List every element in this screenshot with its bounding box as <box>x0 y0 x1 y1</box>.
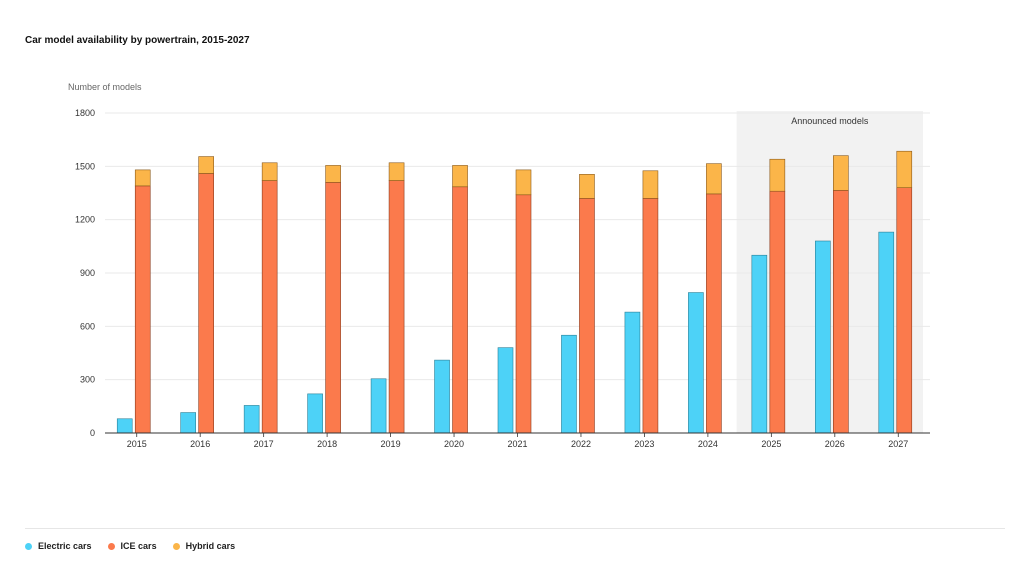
bar-electric <box>370 378 387 434</box>
x-tick-label: 2021 <box>507 439 527 449</box>
bar-hybrid <box>769 158 786 192</box>
bar-hybrid <box>261 162 278 181</box>
bar-ice <box>515 194 532 434</box>
bar-hybrid <box>198 156 214 174</box>
legend-dot-ice <box>107 542 115 550</box>
bar-chart: Announced models 0 300 600 900 1200 1500 1800 Nu… <box>68 82 930 449</box>
bar-electric <box>688 292 704 434</box>
bar-ice <box>642 198 659 434</box>
bar-ice <box>261 180 278 434</box>
bar-electric <box>624 311 641 434</box>
bar-hybrid <box>515 169 532 196</box>
bar-ice <box>198 173 214 434</box>
x-tick-label: 2017 <box>254 439 274 449</box>
legend-label-hybrid: Hybrid cars <box>185 541 236 551</box>
x-tick-label: 2016 <box>190 439 210 449</box>
chart-title: Car model availability by powertrain, 20… <box>25 35 250 46</box>
legend-label-electric: Electric cars <box>38 541 92 551</box>
bar-electric <box>751 254 768 434</box>
y-tick-label: 600 <box>80 321 95 331</box>
bar-ice <box>769 190 786 434</box>
bar-electric <box>434 359 450 434</box>
legend-dot-electric <box>25 542 32 550</box>
bar-hybrid <box>706 163 722 195</box>
bar-electric <box>307 393 323 434</box>
legend-dot-hybrid <box>172 542 180 550</box>
y-tick-label: 1500 <box>75 161 95 171</box>
bar-electric <box>243 405 260 434</box>
legend-label-ice: ICE cars <box>120 541 157 551</box>
bar-hybrid <box>833 155 849 191</box>
y-tick-label: 300 <box>80 375 95 385</box>
x-tick-label: 2022 <box>571 439 591 449</box>
y-tick-label: 1200 <box>75 215 95 225</box>
announced-region-label: Announced models <box>791 116 869 126</box>
x-tick-label: 2023 <box>634 439 654 449</box>
x-tick-label: 2027 <box>888 439 908 449</box>
bar-electric <box>116 418 133 434</box>
bar-ice <box>325 182 341 434</box>
x-tick-label: 2026 <box>825 439 845 449</box>
y-tick-label: 1800 <box>75 108 95 118</box>
bar-hybrid <box>134 169 151 187</box>
bar-ice <box>452 186 468 434</box>
legend-item-electric[interactable]: Electric cars <box>25 541 92 551</box>
bar-hybrid <box>642 170 659 199</box>
bar-ice <box>134 185 151 434</box>
bar-hybrid <box>579 174 595 199</box>
x-tick-label: 2024 <box>698 439 718 449</box>
x-tick-label: 2019 <box>381 439 401 449</box>
bar-ice <box>896 187 913 434</box>
bar-hybrid <box>452 165 468 188</box>
legend-item-ice[interactable]: ICE cars <box>107 541 157 551</box>
bar-ice <box>579 198 595 434</box>
x-tick-label: 2015 <box>127 439 147 449</box>
x-tick-label: 2025 <box>761 439 781 449</box>
bar-electric <box>497 347 514 434</box>
bar-hybrid <box>896 150 913 188</box>
bar-ice <box>388 180 405 434</box>
y-axis-title: Number of models <box>68 82 142 92</box>
bar-hybrid <box>388 162 405 181</box>
x-tick-label: 2018 <box>317 439 337 449</box>
y-tick-label: 900 <box>80 268 95 278</box>
y-tick-label: 0 <box>90 428 95 438</box>
bar-electric <box>180 412 196 434</box>
bar-hybrid <box>325 165 341 183</box>
bar-ice <box>706 193 722 434</box>
bar-electric <box>815 240 831 434</box>
legend-divider <box>25 528 1005 529</box>
bar-ice <box>833 190 849 434</box>
legend: Electric cars ICE cars Hybrid cars <box>25 541 235 551</box>
bar-electric <box>561 334 577 434</box>
x-tick-label: 2020 <box>444 439 464 449</box>
bar-electric <box>878 231 895 434</box>
legend-item-hybrid[interactable]: Hybrid cars <box>172 541 236 551</box>
